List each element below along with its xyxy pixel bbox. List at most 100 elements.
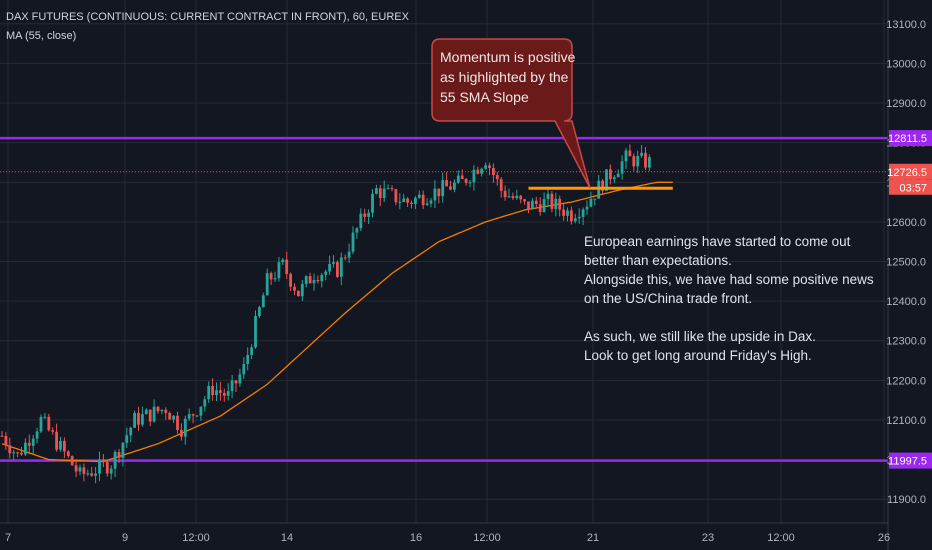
time-axis[interactable]: 7 9 12:00 14 16 12:00 21 23 12:00 26 <box>5 532 890 544</box>
candle[interactable] <box>277 256 281 282</box>
candle[interactable] <box>425 198 429 206</box>
candle[interactable] <box>51 427 55 435</box>
candle[interactable] <box>316 275 320 284</box>
candle[interactable] <box>417 190 421 199</box>
candle[interactable] <box>648 154 651 171</box>
candle[interactable] <box>636 150 640 174</box>
candle[interactable] <box>495 171 499 186</box>
candle[interactable] <box>141 406 144 427</box>
candle[interactable] <box>414 195 417 210</box>
candle[interactable] <box>230 375 234 399</box>
candle[interactable] <box>624 147 628 170</box>
candle[interactable] <box>300 279 304 302</box>
candle[interactable] <box>203 395 207 412</box>
candle[interactable] <box>523 198 526 205</box>
candle[interactable] <box>511 192 515 201</box>
candle[interactable] <box>105 459 109 477</box>
candle[interactable] <box>339 252 343 286</box>
candle[interactable] <box>195 414 199 418</box>
candle[interactable] <box>382 180 386 202</box>
candle[interactable] <box>308 272 312 284</box>
candle[interactable] <box>24 438 27 456</box>
candle[interactable] <box>460 169 464 180</box>
candle[interactable] <box>542 192 546 213</box>
candle[interactable] <box>367 209 370 225</box>
candle[interactable] <box>550 191 554 213</box>
candle[interactable] <box>472 165 476 191</box>
candle[interactable] <box>628 144 632 157</box>
candle[interactable] <box>285 251 289 279</box>
candle[interactable] <box>476 166 480 175</box>
candle[interactable] <box>172 415 175 424</box>
candle[interactable] <box>160 409 164 415</box>
candle[interactable] <box>464 177 468 186</box>
candle[interactable] <box>503 185 507 201</box>
candle[interactable] <box>562 202 565 221</box>
candle[interactable] <box>125 427 129 448</box>
candle[interactable] <box>359 208 363 232</box>
candle[interactable] <box>355 227 359 239</box>
candle[interactable] <box>570 206 573 225</box>
candle[interactable] <box>47 413 51 432</box>
candle[interactable] <box>390 185 394 192</box>
candle[interactable] <box>113 449 117 477</box>
analysis-comment[interactable]: European earnings have started to come o… <box>584 234 874 363</box>
candle[interactable] <box>258 305 261 318</box>
candle[interactable] <box>421 190 425 210</box>
candle[interactable] <box>515 189 519 200</box>
candle[interactable] <box>269 271 273 286</box>
momentum-callout[interactable]: Momentum is positive as highlighted by t… <box>431 38 591 189</box>
candle[interactable] <box>137 406 140 431</box>
candle[interactable] <box>109 465 113 480</box>
candle[interactable] <box>211 378 214 401</box>
candle[interactable] <box>589 191 593 208</box>
candle[interactable] <box>199 406 203 421</box>
candle[interactable] <box>347 243 351 263</box>
candle[interactable] <box>293 283 296 296</box>
candle[interactable] <box>4 432 8 450</box>
candle[interactable] <box>117 448 121 463</box>
candle[interactable] <box>289 272 292 291</box>
candle[interactable] <box>148 409 152 427</box>
candle[interactable] <box>59 436 62 452</box>
candle[interactable] <box>133 410 136 429</box>
candle[interactable] <box>644 146 647 171</box>
candle[interactable] <box>86 469 90 477</box>
candle[interactable] <box>554 192 558 217</box>
candle[interactable] <box>363 208 367 222</box>
candle[interactable] <box>78 464 82 476</box>
candle[interactable] <box>43 412 47 419</box>
candle[interactable] <box>234 379 238 392</box>
candle[interactable] <box>499 177 503 198</box>
candle[interactable] <box>336 260 339 278</box>
candle[interactable] <box>27 434 31 455</box>
candle[interactable] <box>398 193 402 210</box>
candle[interactable] <box>8 437 12 459</box>
candle[interactable] <box>207 381 211 403</box>
candle[interactable] <box>12 449 16 461</box>
candle[interactable] <box>375 184 378 195</box>
candle[interactable] <box>226 383 230 401</box>
candle[interactable] <box>20 446 23 456</box>
candle[interactable] <box>488 162 491 176</box>
candle[interactable] <box>581 207 585 226</box>
candle[interactable] <box>394 188 398 206</box>
candle[interactable] <box>371 189 374 218</box>
candle[interactable] <box>242 357 246 379</box>
candle[interactable] <box>519 194 523 204</box>
candles[interactable] <box>0 144 651 484</box>
candle[interactable] <box>332 255 335 268</box>
candle[interactable] <box>265 268 269 296</box>
candle[interactable] <box>538 197 542 216</box>
candle[interactable] <box>164 407 168 420</box>
candle[interactable] <box>449 180 452 191</box>
candle[interactable] <box>433 180 437 209</box>
candle[interactable] <box>480 167 484 177</box>
candle[interactable] <box>156 406 160 414</box>
candle[interactable] <box>254 310 257 349</box>
candle[interactable] <box>445 172 448 187</box>
candle[interactable] <box>215 382 218 401</box>
candle[interactable] <box>612 174 616 184</box>
candle[interactable] <box>573 213 577 224</box>
